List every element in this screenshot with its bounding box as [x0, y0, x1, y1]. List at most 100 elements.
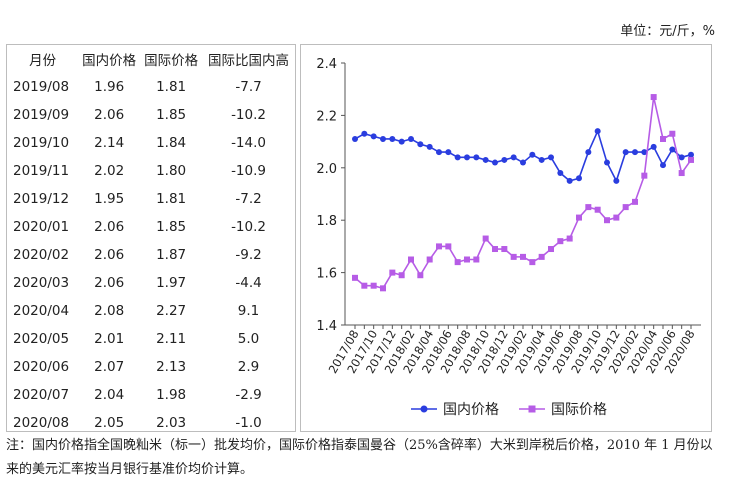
cell-domestic-price: 2.06	[94, 107, 125, 123]
data-point	[464, 154, 470, 161]
cell-premium: 9.1	[237, 303, 260, 319]
data-point	[632, 149, 638, 156]
data-point	[361, 282, 368, 289]
data-point	[529, 259, 536, 266]
cell-international-price: 1.98	[156, 387, 187, 403]
data-point	[585, 149, 592, 156]
data-point	[669, 130, 676, 137]
cell-month: 2020/06	[13, 359, 70, 375]
data-point	[669, 146, 676, 153]
table-row: 2020/03 2.06 1.97 -4.4	[7, 269, 295, 297]
cell-premium: -4.4	[235, 275, 262, 291]
data-point	[352, 135, 358, 142]
legend-label: 国际价格	[551, 402, 607, 418]
cell-premium: -1.0	[235, 415, 262, 431]
data-point	[473, 154, 480, 161]
cell-international-price: 1.85	[156, 107, 187, 123]
data-point	[613, 177, 620, 184]
data-point	[594, 128, 601, 135]
data-point	[688, 156, 694, 163]
cell-month: 2020/07	[13, 387, 70, 403]
y-tick-label: 2.2	[316, 109, 337, 124]
cell-month: 2020/04	[13, 303, 70, 319]
chart-panel: 2.4 2.2 2.0 1.8 1.6 1.4 2017/08 2017/10 2017/12 2…	[300, 44, 712, 432]
cell-premium: 2.9	[237, 359, 260, 375]
data-point	[380, 135, 386, 142]
table-body: 2019/08 1.96 1.81 -7.7 2019/09 2.06 1.85 -10.2 2…	[7, 73, 295, 437]
cell-month: 2019/09	[13, 107, 70, 123]
header-premium: 国际比国内高	[208, 53, 290, 69]
cell-domestic-price: 2.02	[94, 163, 125, 179]
data-point	[538, 253, 545, 260]
y-tick-label: 2.4	[316, 57, 337, 72]
cell-domestic-price: 2.05	[94, 415, 125, 431]
cell-month: 2019/11	[13, 163, 70, 179]
data-point	[538, 156, 545, 163]
data-point	[370, 133, 377, 140]
data-point	[398, 272, 405, 279]
data-point	[352, 274, 358, 281]
series-line-domestic	[354, 128, 692, 183]
cell-domestic-price: 2.01	[94, 331, 125, 347]
data-point	[604, 217, 610, 224]
cell-international-price: 1.81	[156, 191, 187, 207]
footnote: 注：国内价格指全国晚籼米（标一）批发均价，国际价格指泰国曼谷（25%含碎率）大米…	[6, 438, 713, 477]
header-domestic-price: 国内价格	[82, 53, 137, 69]
table-row: 2019/10 2.14 1.84 -14.0	[7, 129, 295, 157]
data-point	[389, 135, 396, 142]
legend-marker	[528, 405, 536, 413]
cell-month: 2020/05	[13, 331, 70, 347]
cell-domestic-price: 2.06	[94, 219, 125, 235]
table-row: 2020/06 2.07 2.13 2.9	[7, 353, 295, 381]
data-point	[566, 177, 573, 184]
data-point	[594, 206, 601, 213]
data-point	[557, 238, 564, 245]
data-point	[398, 138, 405, 145]
cell-premium: -7.7	[235, 79, 262, 95]
data-point	[464, 256, 470, 263]
line-chart: 2.42.22.01.81.61.42017/082017/102017/122…	[316, 57, 701, 418]
data-point	[566, 235, 573, 242]
data-point	[482, 156, 489, 163]
header-international-price: 国际价格	[144, 53, 199, 69]
data-point	[660, 162, 666, 169]
table-row: 2020/04 2.08 2.27 9.1	[7, 297, 295, 325]
data-point	[436, 243, 442, 250]
data-point	[482, 235, 489, 242]
cell-month: 2019/08	[13, 79, 70, 95]
data-point	[576, 175, 582, 182]
data-point	[688, 151, 694, 158]
data-point	[529, 151, 536, 158]
data-point	[632, 198, 638, 205]
table-row: 2020/02 2.06 1.87 -9.2	[7, 241, 295, 269]
table-row: 2019/11 2.02 1.80 -10.9	[7, 157, 295, 185]
data-point	[585, 204, 592, 211]
data-point	[622, 204, 629, 211]
data-point	[454, 154, 461, 161]
cell-month: 2019/12	[13, 191, 70, 207]
cell-month: 2020/01	[13, 219, 70, 235]
cell-premium: -10.2	[231, 219, 266, 235]
table-row: 2020/07 2.04 1.98 -2.9	[7, 381, 295, 409]
cell-international-price: 1.80	[156, 163, 187, 179]
data-point	[641, 149, 648, 156]
cell-domestic-price: 1.95	[94, 191, 125, 207]
cell-month: 2020/03	[13, 275, 70, 291]
cell-premium: -14.0	[231, 135, 266, 151]
data-point	[501, 156, 508, 163]
data-point	[473, 256, 480, 263]
cell-premium: -9.2	[235, 247, 262, 263]
data-point	[454, 259, 461, 266]
data-point	[492, 159, 498, 166]
table-row: 2020/01 2.06 1.85 -10.2	[7, 213, 295, 241]
data-point	[660, 135, 666, 142]
cell-international-price: 1.87	[156, 247, 187, 263]
cell-international-price: 2.03	[156, 415, 187, 431]
cell-international-price: 2.11	[156, 331, 187, 347]
cell-premium: 5.0	[237, 331, 260, 347]
cell-month: 2020/02	[13, 247, 70, 263]
cell-international-price: 1.81	[156, 79, 187, 95]
data-point	[548, 154, 554, 161]
data-point	[380, 285, 386, 292]
data-point	[408, 135, 414, 142]
